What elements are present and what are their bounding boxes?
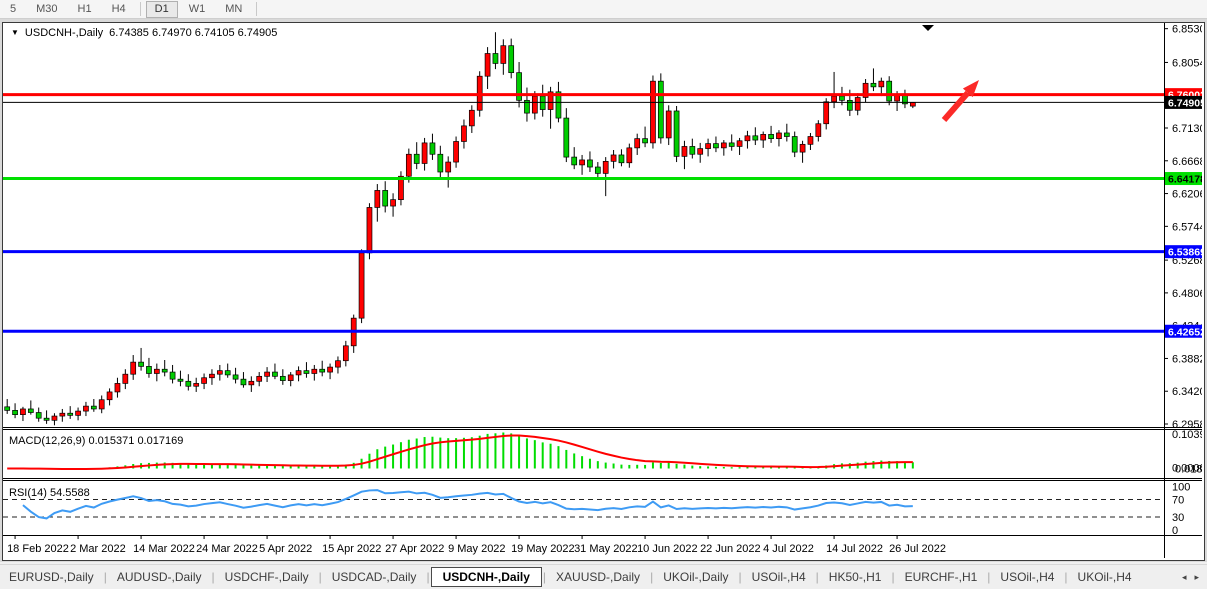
- time-axis[interactable]: [3, 535, 1164, 558]
- timeframe-button-d1[interactable]: D1: [146, 1, 178, 18]
- toolbar-separator: [140, 2, 141, 16]
- chart-title-row: ▼ USDCNH-,Daily 6.74385 6.74970 6.74105 …: [11, 27, 277, 39]
- workspace: 6.853006.805406.713006.666806.620606.574…: [0, 19, 1207, 562]
- chart-tab-xauusd-daily[interactable]: XAUUSD-,Daily: [547, 568, 649, 586]
- chart-tab-usdchf-daily[interactable]: USDCHF-,Daily: [216, 568, 318, 586]
- chart-tab-usdcad-daily[interactable]: USDCAD-,Daily: [323, 568, 426, 586]
- timeframe-button-mn[interactable]: MN: [216, 1, 251, 18]
- pane-separator-macd[interactable]: [3, 427, 1204, 432]
- timeframe-button-h1[interactable]: H1: [69, 1, 101, 18]
- pane-separator-rsi[interactable]: [3, 478, 1204, 483]
- tab-scroll-nav: ◂ ▸: [1182, 572, 1207, 583]
- tab-scroll-left-icon[interactable]: ◂: [1182, 572, 1187, 583]
- tab-scroll-right-icon[interactable]: ▸: [1194, 572, 1199, 583]
- timeframe-button-h4[interactable]: H4: [103, 1, 135, 18]
- macd-name: MACD(12,26,9): [9, 435, 85, 447]
- chart-window: 6.853006.805406.713006.666806.620606.574…: [2, 22, 1205, 561]
- chart-tab-usdcnh-daily[interactable]: USDCNH-,Daily: [431, 567, 542, 587]
- chart-ohlc-values: 6.74385 6.74970 6.74105 6.74905: [109, 27, 277, 39]
- macd-indicator-label: MACD(12,26,9) 0.015371 0.017169: [9, 435, 183, 447]
- macd-signal-value: 0.017169: [137, 435, 183, 447]
- macd-value: 0.015371: [88, 435, 134, 447]
- chart-tab-hk50-h1[interactable]: HK50-,H1: [820, 568, 891, 586]
- chart-symbol-label: USDCNH-,Daily: [25, 27, 103, 39]
- toolbar-separator: [256, 2, 257, 16]
- timeframe-button-5[interactable]: 5: [1, 1, 25, 18]
- chart-tab-audusd-daily[interactable]: AUDUSD-,Daily: [108, 568, 211, 586]
- chart-tab-eurusd-daily[interactable]: EURUSD-,Daily: [0, 568, 103, 586]
- rsi-indicator-label: RSI(14) 54.5588: [9, 487, 90, 499]
- quick-trade-caret-icon[interactable]: ▼: [11, 28, 19, 38]
- chart-tab-usoil-h4[interactable]: USOil-,H4: [743, 568, 815, 586]
- chart-tab-ukoil-daily[interactable]: UKOil-,Daily: [654, 568, 737, 586]
- price-axis[interactable]: [1164, 23, 1202, 535]
- timeframe-button-m30[interactable]: M30: [27, 1, 66, 18]
- chart-tab-eurchf-h1[interactable]: EURCHF-,H1: [896, 568, 987, 586]
- rsi-name: RSI(14): [9, 487, 47, 499]
- chart-tab-bar: EURUSD-,Daily|AUDUSD-,Daily|USDCHF-,Dail…: [0, 564, 1207, 589]
- chart-tab-ukoil-h4[interactable]: UKOil-,H4: [1069, 568, 1141, 586]
- rsi-value: 54.5588: [50, 487, 90, 499]
- timeframe-button-w1[interactable]: W1: [180, 1, 215, 18]
- chart-tab-usoil-h4[interactable]: USOil-,H4: [991, 568, 1063, 586]
